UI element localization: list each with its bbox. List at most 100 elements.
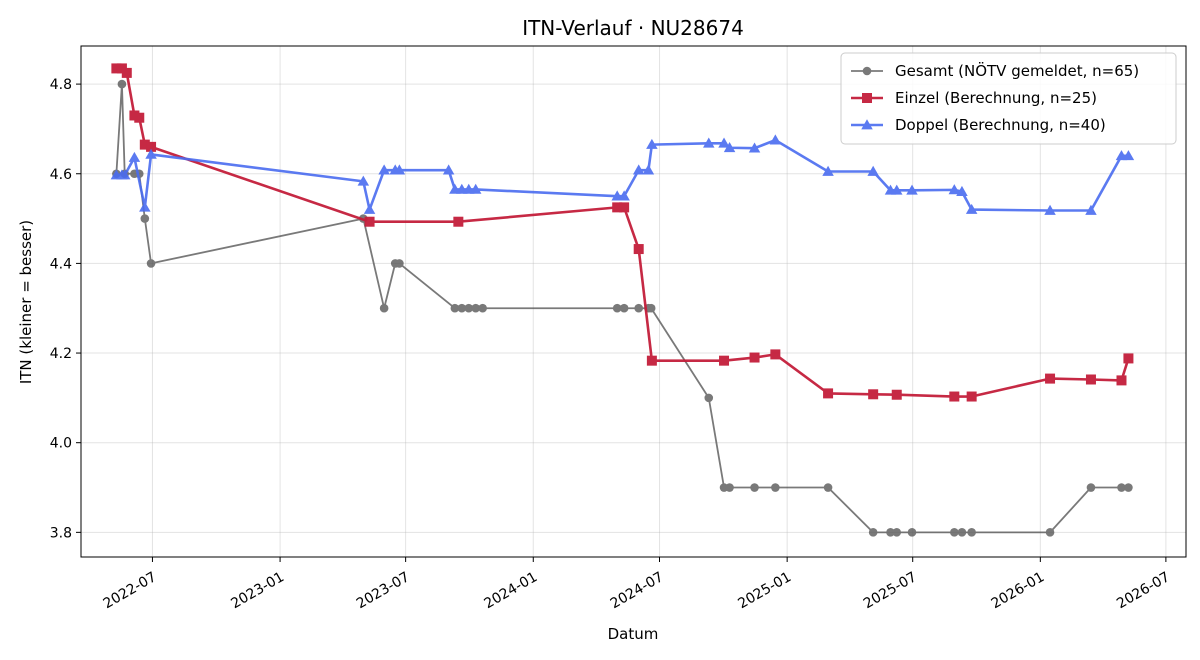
data-point-einzel	[364, 216, 375, 227]
data-point-einzel	[1045, 373, 1056, 384]
legend-marker-doppel	[861, 119, 873, 130]
data-point-einzel	[719, 355, 730, 366]
legend-swatch-doppel	[851, 119, 883, 130]
data-point-doppel	[145, 148, 157, 159]
series-layer	[110, 63, 1135, 537]
legend-marker-gesamt	[862, 66, 872, 76]
data-point-gesamt	[1045, 528, 1055, 537]
data-point-doppel	[128, 151, 141, 162]
data-point-doppel	[948, 184, 961, 195]
data-point-einzel	[891, 389, 902, 400]
data-point-gesamt	[379, 303, 389, 313]
data-point-doppel	[890, 184, 903, 195]
data-point-einzel	[612, 202, 623, 213]
data-point-einzel	[770, 349, 781, 360]
y-tick-label: 4.0	[50, 436, 72, 452]
data-point-doppel	[822, 165, 834, 176]
data-point-gesamt	[1124, 483, 1133, 492]
data-point-doppel	[469, 183, 482, 194]
data-point-einzel	[646, 355, 657, 366]
data-point-gesamt	[117, 79, 127, 89]
data-point-einzel	[146, 141, 157, 152]
data-point-doppel	[1085, 204, 1097, 215]
data-point-einzel	[111, 63, 122, 74]
data-point-einzel	[749, 352, 760, 363]
data-point-doppel	[642, 164, 655, 175]
data-point-gesamt	[823, 483, 833, 492]
data-point-gesamt	[612, 303, 622, 313]
y-tick-label: 4.2	[50, 346, 72, 362]
data-point-einzel	[121, 67, 132, 78]
data-point-einzel	[823, 388, 834, 399]
data-point-gesamt	[471, 303, 480, 313]
legend-label-gesamt: Gesamt (NÖTV gemeldet, n=65)	[895, 61, 1139, 80]
data-point-einzel	[1123, 353, 1134, 364]
data-point-gesamt	[646, 303, 656, 313]
y-tick-label: 4.8	[50, 77, 72, 93]
plot-frame	[80, 45, 1187, 558]
data-point-gesamt	[967, 528, 976, 537]
data-point-gesamt	[725, 483, 734, 492]
data-point-gesamt	[619, 303, 629, 313]
data-point-doppel	[357, 175, 370, 186]
legend-entry-einzel: Einzel (Berechnung, n=25)	[851, 89, 1097, 107]
series-einzel	[111, 63, 1134, 402]
y-axis-title: ITN (kleiner = besser)	[17, 220, 35, 384]
data-point-einzel	[633, 244, 644, 255]
data-point-doppel	[618, 190, 630, 201]
data-point-doppel	[378, 164, 390, 175]
data-point-gesamt	[457, 303, 467, 313]
data-point-einzel	[949, 391, 960, 402]
data-point-gesamt	[478, 303, 487, 313]
data-point-gesamt	[771, 483, 780, 492]
data-point-doppel	[646, 138, 658, 149]
data-point-gesamt	[464, 303, 474, 313]
data-point-doppel	[139, 201, 151, 212]
data-point-doppel	[748, 142, 761, 153]
data-point-doppel	[723, 142, 736, 153]
y-axis: 3.8 4.0 4.2 4.4 4.6 4.8	[50, 77, 81, 541]
data-point-gesamt	[450, 303, 460, 313]
y-tick-label: 3.8	[50, 525, 72, 541]
data-point-doppel	[632, 164, 645, 175]
data-point-doppel	[118, 169, 131, 180]
y-tick-label: 4.4	[50, 256, 72, 272]
x-axis-title: Datum	[608, 625, 659, 643]
series-line-gesamt	[115, 83, 1129, 534]
data-point-doppel	[703, 137, 715, 148]
data-point-gesamt	[634, 303, 644, 313]
data-point-einzel	[139, 139, 150, 150]
legend-label-einzel: Einzel (Berechnung, n=25)	[895, 89, 1097, 107]
data-point-einzel	[619, 202, 630, 213]
data-point-doppel	[906, 184, 918, 195]
legend-label-doppel: Doppel (Berechnung, n=40)	[895, 116, 1106, 134]
data-point-gesamt	[750, 483, 759, 492]
legend-marker-einzel	[862, 93, 872, 103]
legend: Gesamt (NÖTV gemeldet, n=65) Einzel (Bere…	[840, 52, 1177, 145]
y-tick-label: 4.6	[50, 167, 72, 183]
data-point-gesamt	[892, 528, 902, 537]
data-point-doppel	[363, 203, 376, 214]
legend-box	[840, 52, 1177, 145]
series-doppel	[110, 134, 1135, 215]
legend-swatch-einzel	[851, 93, 883, 103]
data-point-gesamt	[140, 214, 150, 223]
data-point-gesamt	[1117, 483, 1126, 492]
data-point-einzel	[966, 391, 977, 402]
data-point-doppel	[956, 185, 968, 196]
data-point-einzel	[453, 216, 464, 227]
data-point-doppel	[1044, 204, 1056, 215]
chart-title: ITN-Verlauf · NU28674	[522, 16, 744, 40]
data-point-doppel	[965, 203, 978, 214]
data-point-gesamt	[868, 528, 878, 537]
data-point-doppel	[1122, 150, 1135, 161]
data-point-gesamt	[395, 259, 404, 268]
legend-swatch-gesamt	[851, 66, 883, 76]
series-line-doppel	[116, 138, 1129, 212]
data-point-doppel	[769, 134, 782, 145]
data-point-einzel	[868, 389, 879, 400]
data-point-doppel	[718, 137, 730, 148]
data-point-doppel	[442, 164, 455, 175]
data-point-gesamt	[907, 528, 917, 537]
